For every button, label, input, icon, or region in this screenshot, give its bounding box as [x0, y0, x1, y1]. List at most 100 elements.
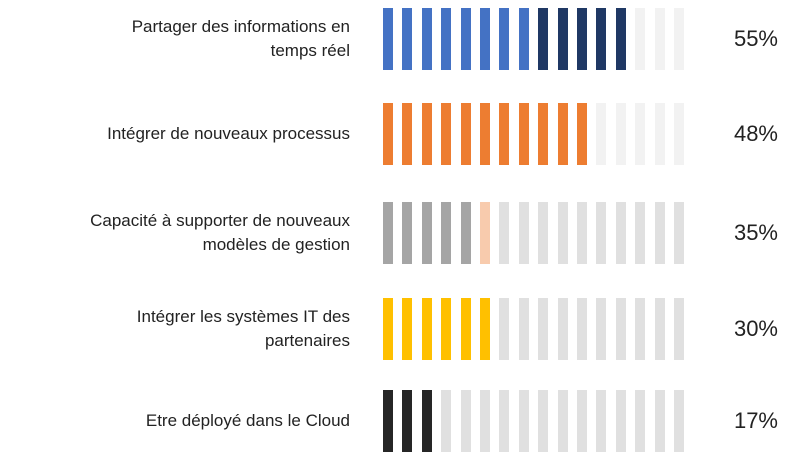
- bar-segment-filled: [480, 202, 490, 264]
- bar-segment-filled: [538, 8, 549, 70]
- bar-segment-empty: [615, 390, 626, 452]
- bar-segment-filled: [383, 390, 393, 452]
- bar-segment-empty: [480, 390, 490, 452]
- bar-segment-empty: [557, 202, 568, 264]
- bar-segment-filled: [421, 298, 432, 360]
- bar-segment-empty: [557, 298, 568, 360]
- bar-segment-empty: [654, 202, 665, 264]
- bar-segment-filled: [480, 103, 490, 165]
- value-label: 35%: [733, 220, 778, 245]
- bar-segment-empty: [518, 390, 529, 452]
- bar-segment-filled: [421, 8, 432, 70]
- bar-segment-empty: [538, 298, 549, 360]
- bar-segment-empty: [674, 298, 684, 360]
- bar-segment-filled: [402, 8, 413, 70]
- bar-segment-filled: [441, 8, 452, 70]
- value-label: 48%: [733, 121, 778, 146]
- chart-row: Etre déployé dans le Cloud 17%: [0, 388, 794, 454]
- bar-segment-empty: [499, 202, 510, 264]
- bar-segment-filled: [441, 298, 452, 360]
- bar-segment-filled: [460, 202, 471, 264]
- bar-segment-empty: [596, 390, 607, 452]
- bar-segment-empty: [635, 202, 646, 264]
- bar-segment-empty: [596, 103, 607, 165]
- bar-segment-empty: [654, 103, 665, 165]
- value-label: 17%: [733, 408, 778, 433]
- bar-segment-empty: [674, 202, 684, 264]
- category-label: Capacité à supporter de nouveaux modèles…: [90, 211, 350, 254]
- bar-segment-filled: [460, 298, 471, 360]
- bar-segment-filled: [460, 103, 471, 165]
- value-label: 55%: [733, 26, 778, 51]
- bar-segment-filled: [441, 202, 452, 264]
- bar-segment-empty: [441, 390, 452, 452]
- chart-row: Intégrer de nouveaux processus 48%: [0, 101, 794, 167]
- segmented-bar: [383, 390, 693, 452]
- bar-segment-filled: [383, 298, 393, 360]
- bar-segment-filled: [615, 8, 626, 70]
- bar-segment-empty: [596, 202, 607, 264]
- bar-segment-filled: [441, 103, 452, 165]
- category-label: Intégrer les systèmes IT des partenaires: [136, 307, 350, 350]
- bar-segment-empty: [635, 298, 646, 360]
- bar-segment-empty: [615, 298, 626, 360]
- bar-segment-filled: [383, 8, 393, 70]
- segmented-bar: [383, 298, 693, 360]
- bar-segment-filled: [518, 8, 529, 70]
- bar-segment-filled: [460, 8, 471, 70]
- bar-segment-empty: [577, 298, 587, 360]
- bar-segment-empty: [460, 390, 471, 452]
- bar-segment-empty: [635, 390, 646, 452]
- bar-segment-filled: [421, 390, 432, 452]
- bar-segment-empty: [654, 390, 665, 452]
- bar-segment-filled: [577, 8, 587, 70]
- bar-segment-filled: [557, 103, 568, 165]
- bar-segment-empty: [538, 202, 549, 264]
- bar-segment-filled: [557, 8, 568, 70]
- bar-segment-filled: [402, 103, 413, 165]
- segmented-bar: [383, 103, 693, 165]
- bar-segment-empty: [499, 390, 510, 452]
- bar-segment-empty: [674, 8, 684, 70]
- bar-segment-empty: [654, 8, 665, 70]
- bar-segment-filled: [383, 202, 393, 264]
- bar-segment-empty: [596, 298, 607, 360]
- bar-segment-filled: [402, 298, 413, 360]
- chart-row: Capacité à supporter de nouveaux modèles…: [0, 200, 794, 266]
- bar-segment-empty: [518, 202, 529, 264]
- bar-segment-empty: [538, 390, 549, 452]
- bar-segment-filled: [402, 390, 413, 452]
- bar-segment-empty: [518, 298, 529, 360]
- bar-segment-filled: [402, 202, 413, 264]
- segmented-bar: [383, 8, 693, 70]
- bar-segment-filled: [538, 103, 549, 165]
- bar-segment-filled: [383, 103, 393, 165]
- bar-segment-filled: [499, 103, 510, 165]
- bar-segment-empty: [654, 298, 665, 360]
- bar-segment-filled: [596, 8, 607, 70]
- bar-segment-empty: [674, 390, 684, 452]
- category-label: Intégrer de nouveaux processus: [107, 124, 350, 143]
- bar-segment-empty: [635, 103, 646, 165]
- bar-segment-empty: [615, 202, 626, 264]
- bar-segment-filled: [421, 103, 432, 165]
- bar-segment-empty: [674, 103, 684, 165]
- bar-segment-empty: [557, 390, 568, 452]
- bar-segment-filled: [421, 202, 432, 264]
- segmented-bar: [383, 202, 693, 264]
- bar-segment-filled: [518, 103, 529, 165]
- bar-segment-empty: [635, 8, 646, 70]
- bar-segment-filled: [577, 103, 587, 165]
- bar-segment-empty: [615, 103, 626, 165]
- bar-segment-filled: [480, 8, 490, 70]
- category-label: Etre déployé dans le Cloud: [145, 411, 350, 430]
- bar-segment-filled: [499, 8, 510, 70]
- bar-segment-empty: [499, 298, 510, 360]
- bar-segment-empty: [577, 202, 587, 264]
- bar-segment-filled: [480, 298, 490, 360]
- chart-row: Intégrer les systèmes IT des partenaires…: [0, 296, 794, 362]
- chart-row: Partager des informations en temps réel 5…: [0, 6, 794, 72]
- value-label: 30%: [733, 316, 778, 341]
- bar-segment-empty: [577, 390, 587, 452]
